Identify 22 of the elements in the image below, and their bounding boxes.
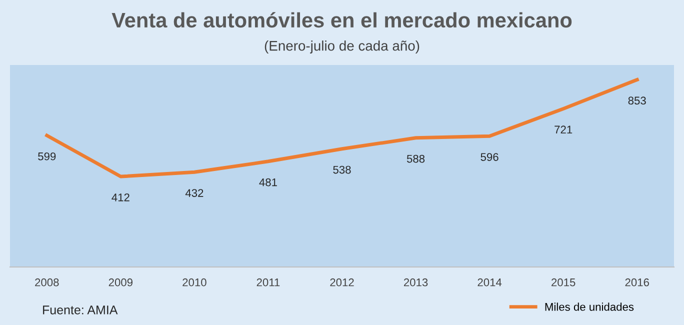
data-label: 596 [480, 153, 498, 161]
x-tick-label: 2011 [256, 278, 280, 286]
data-label: 588 [406, 154, 425, 163]
x-tick-label: 2014 [478, 278, 502, 286]
x-tick-label: 2015 [552, 278, 576, 286]
x-tick-label: 2009 [108, 278, 132, 286]
chart-subtitle: (Enero-julio de cada año) [264, 40, 420, 54]
x-tick-label: 2013 [404, 278, 428, 286]
data-label: 412 [112, 194, 130, 202]
legend-label: Miles de unidades [545, 302, 634, 311]
data-label: 853 [628, 96, 646, 105]
x-tick-label: 2010 [182, 278, 206, 286]
x-tick-label: 2012 [330, 278, 354, 286]
chart-title: Venta de automóviles en el mercado mexicano [112, 12, 572, 28]
data-label: 721 [554, 126, 572, 134]
data-label: 599 [38, 152, 56, 160]
x-tick-label: 2008 [35, 278, 59, 286]
source-note: Fuente: AMIA [43, 306, 118, 314]
x-tick-label: 2016 [625, 278, 649, 286]
data-label: 432 [185, 189, 204, 197]
data-label: 481 [259, 178, 277, 186]
data-label: 538 [333, 166, 351, 174]
